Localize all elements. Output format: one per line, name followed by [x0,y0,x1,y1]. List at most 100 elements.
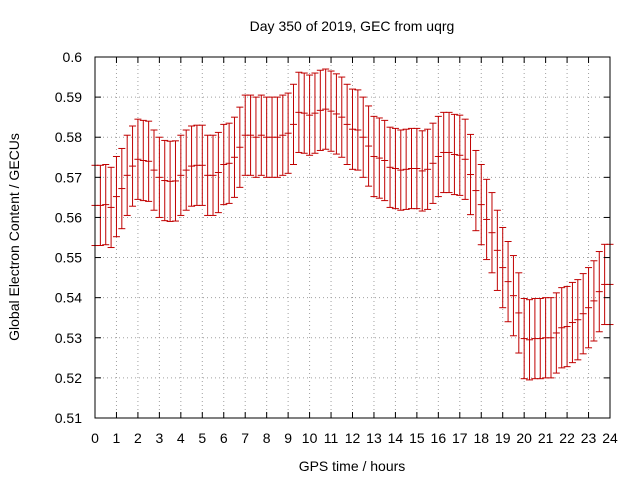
error-bar [370,115,378,198]
error-bar [257,94,265,176]
error-bar [123,134,131,216]
error-bar [134,118,142,200]
error-bar [209,134,217,216]
error-bar [418,130,426,212]
error-bar [198,124,206,206]
x-tick-label: 4 [177,430,185,446]
x-tick-label: 18 [473,430,489,446]
x-tick-label: 21 [538,430,554,446]
y-tick-label: 0.59 [55,89,82,105]
x-tick-label: 10 [302,430,318,446]
y-tick-label: 0.56 [55,209,82,225]
error-bar [161,139,169,222]
error-bar [579,273,587,355]
error-bar [467,133,475,216]
error-bar [279,94,287,176]
error-bar [574,279,582,361]
error-bar [171,140,179,222]
error-bar [214,131,222,214]
error-bar [273,96,281,178]
x-tick-label: 1 [113,430,121,446]
x-tick-label: 0 [91,430,99,446]
error-bar [563,285,571,368]
x-tick-label: 19 [495,430,511,446]
error-bar-series [91,68,614,381]
chart-title: Day 350 of 2019, GEC from uqrg [250,18,455,34]
error-bar [375,117,383,199]
error-bar [182,129,190,211]
x-tick-label: 24 [602,430,618,446]
x-tick-label: 16 [431,430,447,446]
error-bar [595,251,603,333]
error-bar [424,128,432,210]
error-bar [585,267,593,349]
error-bar [536,297,544,380]
error-bar [429,122,437,204]
error-bar [332,73,340,155]
error-bar [145,120,153,202]
error-bar [289,83,297,165]
x-axis-label: GPS time / hours [299,458,406,474]
error-bar [477,163,485,246]
error-bar [359,96,367,178]
error-bar [102,163,110,246]
y-tick-label: 0.51 [55,410,82,426]
y-tick-label: 0.57 [55,169,82,185]
error-bar [295,71,303,153]
error-bar [225,122,233,204]
y-tick-label: 0.53 [55,330,82,346]
y-tick-label: 0.52 [55,370,82,386]
error-bar [306,74,314,156]
x-tick-label: 3 [155,430,163,446]
error-bar [230,116,238,198]
error-bar [391,127,399,210]
error-bar [461,118,469,200]
x-tick-label: 2 [134,430,142,446]
error-bar [343,83,351,165]
x-tick-label: 12 [345,430,361,446]
error-bar [547,297,555,379]
error-bar [316,69,324,151]
y-tick-label: 0.55 [55,250,82,266]
y-tick-label: 0.54 [55,290,82,306]
error-bar [247,94,255,176]
error-bar [483,178,491,261]
error-bar [493,209,501,291]
error-bar [112,155,120,238]
error-bar [155,136,163,218]
error-bar [129,125,137,207]
error-bar [96,164,104,247]
error-bar [252,96,260,178]
y-tick-label: 0.6 [63,49,83,65]
error-bar [552,292,560,374]
error-bar [488,192,496,274]
error-bar [322,68,330,150]
error-bar [311,72,319,154]
x-tick-label: 6 [220,430,228,446]
x-tick-label: 5 [198,430,206,446]
x-tick-label: 23 [581,430,597,446]
axis-ticks [94,56,611,419]
y-axis-label: Global Electron Content / GECUs [6,133,22,341]
error-bar [520,297,528,380]
error-bar [177,134,185,216]
x-tick-label: 22 [559,430,575,446]
x-tick-label: 15 [409,430,425,446]
error-bar [450,113,458,196]
x-tick-label: 9 [284,430,292,446]
error-bar [456,114,464,196]
error-bar [300,72,308,154]
error-bar [139,119,147,202]
error-bar [515,272,523,354]
x-tick-label: 11 [324,430,339,446]
error-bar [509,255,517,337]
y-tick-label: 0.58 [55,129,82,145]
x-tick-label: 7 [241,430,249,446]
error-bar [236,106,244,188]
error-bar [445,111,453,194]
error-bar [220,123,228,206]
x-tick-label: 13 [366,430,382,446]
error-bar [118,147,126,230]
error-bar [526,299,534,381]
error-bar [188,125,196,207]
